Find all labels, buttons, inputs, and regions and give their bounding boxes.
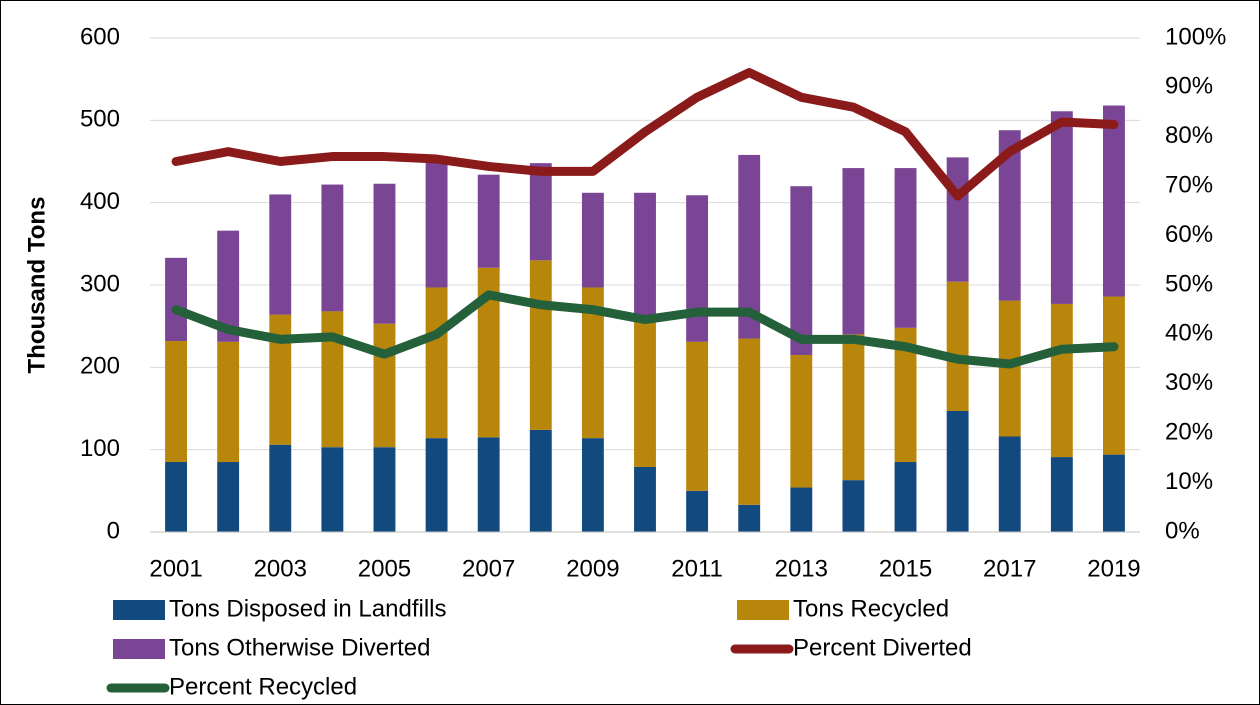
bar: [477, 267, 500, 438]
bar: [217, 230, 240, 342]
bar: [1103, 454, 1125, 532]
bar: [738, 338, 761, 505]
bar: [581, 192, 604, 288]
y-tick-label: 200: [80, 353, 120, 380]
y2-tick-label: 30%: [1165, 369, 1213, 396]
legend-swatch: [737, 600, 789, 620]
y2-tick-label: 40%: [1165, 320, 1213, 347]
bar: [217, 341, 240, 463]
legend-swatch: [113, 600, 165, 620]
bar: [946, 410, 969, 532]
x-tick-label: 2013: [775, 555, 828, 582]
y2-tick-label: 80%: [1165, 122, 1213, 149]
bar: [998, 300, 1021, 437]
bar: [477, 437, 500, 532]
y2-tick-label: 70%: [1165, 172, 1213, 199]
bar: [165, 257, 187, 341]
bar: [998, 436, 1021, 532]
legend-label: Percent Recycled: [169, 673, 357, 700]
y-tick-label: 600: [80, 23, 120, 50]
bar: [373, 447, 396, 532]
bar: [790, 487, 813, 532]
legend-label: Tons Otherwise Diverted: [169, 634, 430, 661]
x-tick-label: 2007: [462, 555, 515, 582]
bar: [842, 168, 865, 335]
bar: [686, 195, 709, 342]
bar: [1103, 105, 1125, 297]
bar: [529, 163, 552, 261]
bar: [738, 154, 761, 339]
bar: [790, 186, 813, 355]
bar: [790, 354, 813, 488]
bar: [686, 490, 709, 532]
y-tick-label: 100: [80, 435, 120, 462]
bar: [477, 174, 500, 268]
line: [171, 68, 1119, 201]
bar: [581, 438, 604, 532]
bar: [842, 480, 865, 532]
bar: [842, 334, 865, 481]
legend-swatch: [113, 639, 165, 659]
legend-label: Tons Recycled: [793, 595, 949, 622]
bar: [1050, 111, 1073, 304]
bar: [425, 438, 448, 532]
bar: [634, 192, 656, 323]
bar: [217, 462, 240, 532]
x-tick-label: 2009: [566, 555, 619, 582]
bar: [165, 462, 187, 532]
bar: [634, 466, 656, 532]
bar: [946, 281, 969, 411]
bar: [686, 341, 709, 491]
bar: [321, 311, 344, 448]
bar: [269, 314, 292, 445]
y-tick-label: 300: [80, 270, 120, 297]
bar: [165, 340, 187, 463]
bar: [1050, 303, 1073, 458]
bar: [425, 157, 448, 288]
x-tick-label: 2017: [983, 555, 1036, 582]
bar: [738, 504, 761, 532]
bar: [529, 429, 552, 532]
bar: [634, 322, 656, 467]
legend-label: Percent Diverted: [793, 634, 972, 661]
x-tick-label: 2003: [254, 555, 307, 582]
x-tick-label: 2019: [1087, 555, 1140, 582]
bar: [373, 323, 396, 448]
y2-tick-label: 90%: [1165, 73, 1213, 100]
bar: [581, 287, 604, 439]
bar: [425, 287, 448, 439]
y2-tick-label: 0%: [1165, 517, 1200, 544]
bar: [946, 157, 969, 282]
bar: [321, 184, 344, 312]
y-tick-label: 400: [80, 188, 120, 215]
y-tick-label: 500: [80, 106, 120, 133]
bar: [894, 168, 917, 328]
bar: [269, 444, 292, 532]
bar: [1103, 296, 1125, 455]
y2-tick-label: 60%: [1165, 221, 1213, 248]
bar: [894, 327, 917, 463]
line: [171, 290, 1119, 369]
y2-tick-label: 10%: [1165, 468, 1213, 495]
bar: [321, 447, 344, 532]
y2-tick-label: 20%: [1165, 419, 1213, 446]
x-tick-label: 2015: [879, 555, 932, 582]
bar: [998, 130, 1021, 301]
legend-label: Tons Disposed in Landfills: [169, 595, 447, 622]
x-tick-label: 2005: [358, 555, 411, 582]
x-tick-label: 2001: [149, 555, 202, 582]
bar: [1050, 457, 1073, 532]
y2-tick-label: 100%: [1165, 23, 1226, 50]
bar: [529, 260, 552, 430]
bar: [894, 462, 917, 532]
x-tick-label: 2011: [671, 555, 723, 582]
y-tick-label: 0: [107, 517, 120, 544]
y2-tick-label: 50%: [1165, 270, 1213, 297]
bar: [269, 194, 292, 315]
bar: [373, 183, 396, 324]
y-axis-label: Thousand Tons: [23, 197, 50, 374]
